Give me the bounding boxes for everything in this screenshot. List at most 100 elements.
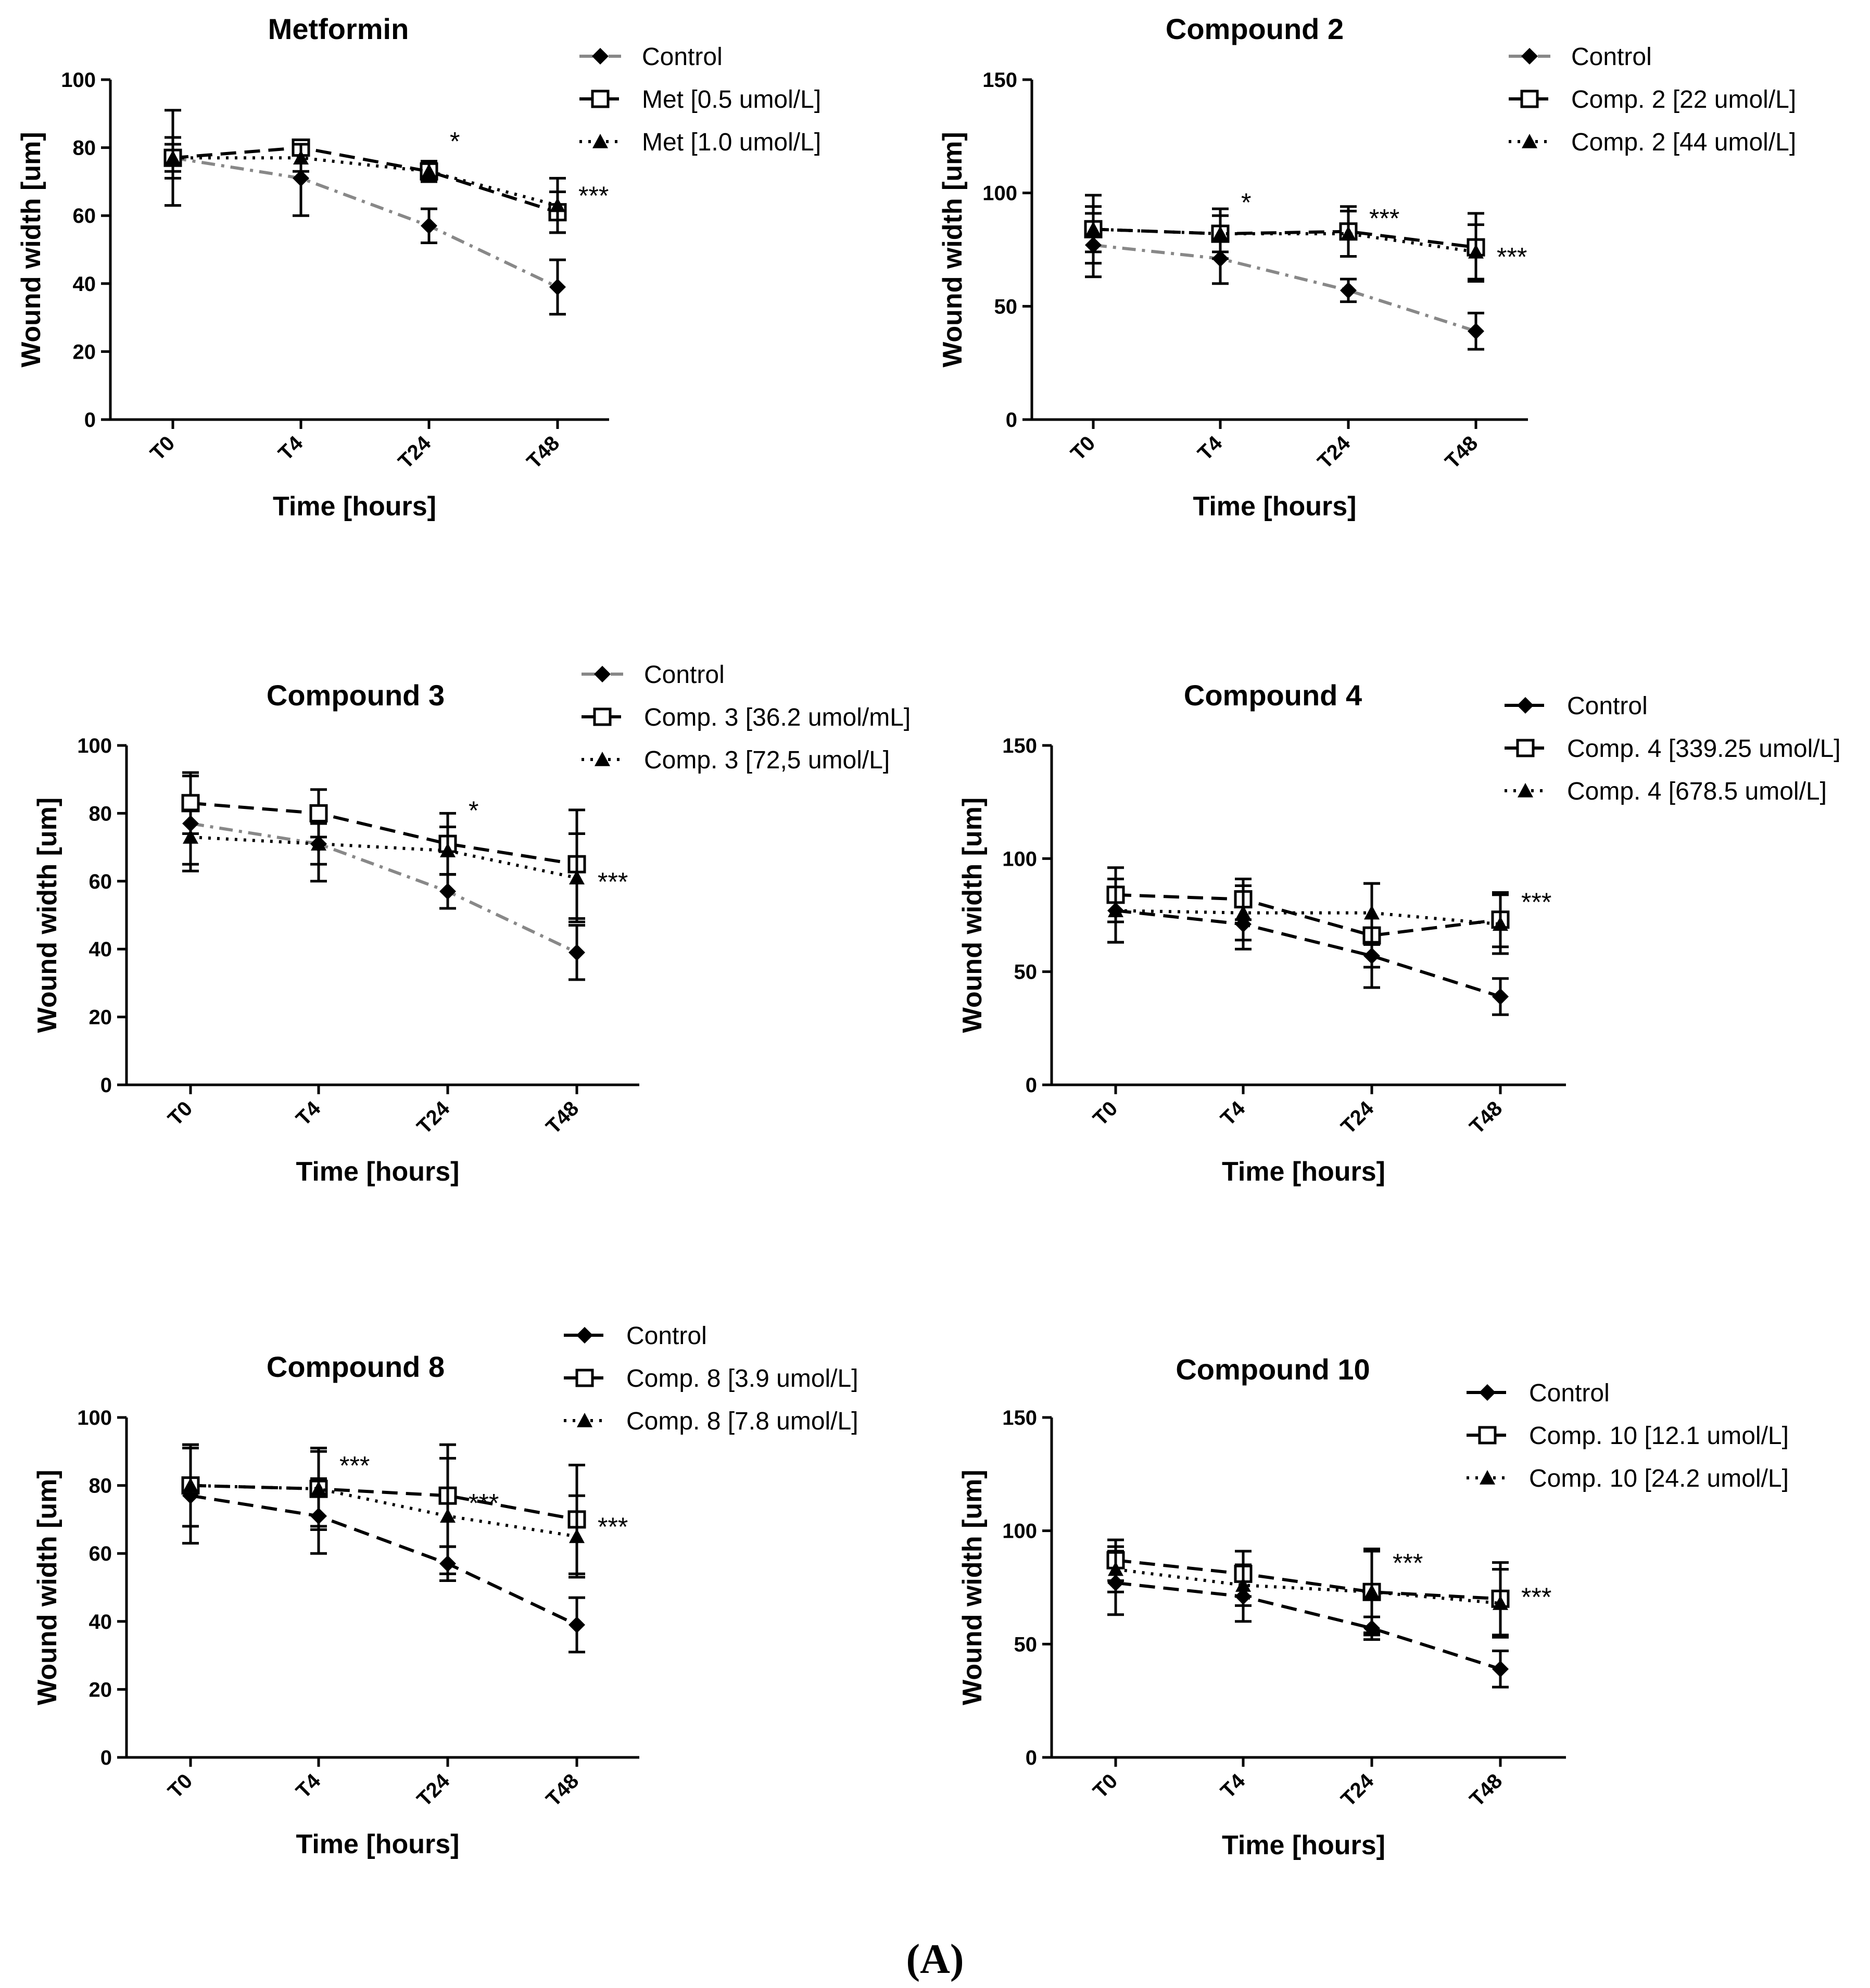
x-tick-label: T24 xyxy=(1313,432,1355,473)
x-axis-label: Time [hours] xyxy=(1222,1830,1385,1860)
data-point xyxy=(183,1477,198,1492)
data-point xyxy=(440,843,456,857)
x-tick-label: T48 xyxy=(1465,1097,1507,1138)
legend-marker xyxy=(576,1327,593,1344)
legend-label: Control xyxy=(644,661,725,689)
y-tick-label: 20 xyxy=(73,340,96,363)
series-line xyxy=(1093,227,1476,249)
legend-label: Comp. 2 [44 umol/L] xyxy=(1571,129,1796,156)
legend: Control Comp. 2 [22 umol/L] Comp. 2 [44 um… xyxy=(1509,43,1796,156)
series-2 xyxy=(165,136,566,234)
series-0 xyxy=(182,1447,585,1654)
data-point xyxy=(1492,1661,1509,1678)
legend: Control Comp. 10 [12.1 umol/L] Comp. 10 [2… xyxy=(1467,1379,1789,1492)
data-point xyxy=(1493,1595,1508,1610)
data-point xyxy=(165,150,181,164)
data-point xyxy=(1364,905,1380,920)
y-tick-label: 0 xyxy=(100,1746,112,1769)
legend-label: Comp. 8 [3.9 umol/L] xyxy=(626,1365,858,1392)
y-tick-label: 80 xyxy=(89,1475,112,1498)
x-tick-label: T0 xyxy=(146,432,179,465)
legend-label: Comp. 2 [22 umol/L] xyxy=(1571,86,1796,113)
significance-mark: *** xyxy=(1521,888,1551,917)
legend-marker xyxy=(592,48,609,65)
x-tick-label: T0 xyxy=(163,1097,197,1130)
data-point xyxy=(309,804,328,822)
data-point xyxy=(1108,1561,1123,1576)
data-point xyxy=(439,883,456,900)
series-line xyxy=(1093,243,1476,333)
chart-panel-2: Compound 3 0 20 40 60 80 100 T0 T4 T24 T48 Time [ho… xyxy=(32,661,911,1187)
data-point xyxy=(1235,1577,1251,1592)
y-axis-label: Wound width [um] xyxy=(32,1470,62,1705)
series-2 xyxy=(182,808,585,923)
series-2 xyxy=(1085,205,1484,281)
data-point xyxy=(568,1616,585,1634)
y-tick-label: 20 xyxy=(89,1006,112,1029)
chart-title: Compound 4 xyxy=(1184,679,1362,712)
series-0 xyxy=(1107,877,1509,1016)
x-tick-label: T4 xyxy=(292,1769,325,1803)
x-tick-label: T48 xyxy=(1441,432,1483,473)
series-line xyxy=(172,146,558,214)
legend-label: Comp. 3 [36.2 umol/mL] xyxy=(644,704,911,731)
chart-title: Compound 2 xyxy=(1166,12,1344,45)
y-tick-label: 100 xyxy=(1002,847,1037,870)
data-point xyxy=(183,829,198,844)
data-point xyxy=(1340,282,1357,299)
x-tick-label: T48 xyxy=(523,432,564,473)
data-point xyxy=(1364,1584,1380,1599)
y-tick-label: 50 xyxy=(1014,1633,1038,1656)
data-point xyxy=(1085,221,1101,236)
data-point xyxy=(181,794,200,813)
data-point xyxy=(1493,916,1508,931)
x-axis-label: Time [hours] xyxy=(273,491,436,522)
x-tick-label: T24 xyxy=(1337,1769,1379,1811)
data-point xyxy=(1108,903,1123,918)
significance-mark: *** xyxy=(1521,1582,1551,1612)
legend-marker xyxy=(1518,783,1533,797)
data-point xyxy=(1468,323,1484,340)
x-tick-label: T48 xyxy=(542,1769,584,1811)
y-tick-label: 0 xyxy=(1026,1074,1037,1097)
significance-mark: *** xyxy=(469,1488,499,1517)
legend: Control Comp. 8 [3.9 umol/L] Comp. 8 [7.8 … xyxy=(564,1322,858,1435)
series-1 xyxy=(163,138,567,234)
legend-label: Comp. 4 [339.25 umol/L] xyxy=(1567,735,1841,763)
chart-panel-5: Compound 10 0 50 100 150 T0 T4 T24 T48 Time [hour… xyxy=(957,1353,1789,1860)
legend-marker xyxy=(1479,1384,1496,1401)
x-tick-label: T24 xyxy=(413,1769,454,1811)
legend-label: Comp. 3 [72,5 umol/L] xyxy=(644,746,890,774)
legend-marker xyxy=(594,666,611,682)
series-1 xyxy=(181,1443,586,1575)
series-line xyxy=(1115,1559,1501,1601)
x-tick-label: T0 xyxy=(1089,1769,1122,1803)
data-point xyxy=(440,1508,456,1523)
legend-label: Met [0.5 umol/L] xyxy=(642,86,821,113)
y-axis-label: Wound width [um] xyxy=(957,1470,988,1705)
x-tick-label: T4 xyxy=(1216,1097,1250,1131)
x-tick-label: T24 xyxy=(394,432,436,473)
chart-title: Metformin xyxy=(268,12,409,45)
legend-label: Control xyxy=(1567,692,1648,720)
series-2 xyxy=(1107,1545,1509,1639)
legend-label: Comp. 8 [7.8 umol/L] xyxy=(626,1408,858,1435)
data-point xyxy=(549,278,566,296)
legend-label: Control xyxy=(626,1322,707,1350)
significance-mark: *** xyxy=(578,181,609,210)
series-1 xyxy=(181,771,586,920)
y-tick-label: 100 xyxy=(77,735,112,757)
x-tick-label: T0 xyxy=(1089,1097,1122,1130)
y-tick-label: 40 xyxy=(89,1611,112,1634)
legend-marker xyxy=(577,1413,592,1427)
y-tick-label: 0 xyxy=(1006,409,1017,432)
series-line xyxy=(1115,909,1501,926)
y-tick-label: 0 xyxy=(84,409,96,432)
data-point xyxy=(311,1481,326,1496)
data-point xyxy=(293,170,309,187)
y-axis-label: Wound width [um] xyxy=(938,132,968,367)
y-tick-label: 50 xyxy=(994,295,1018,318)
legend-marker xyxy=(1516,739,1535,757)
legend-marker xyxy=(593,707,612,726)
